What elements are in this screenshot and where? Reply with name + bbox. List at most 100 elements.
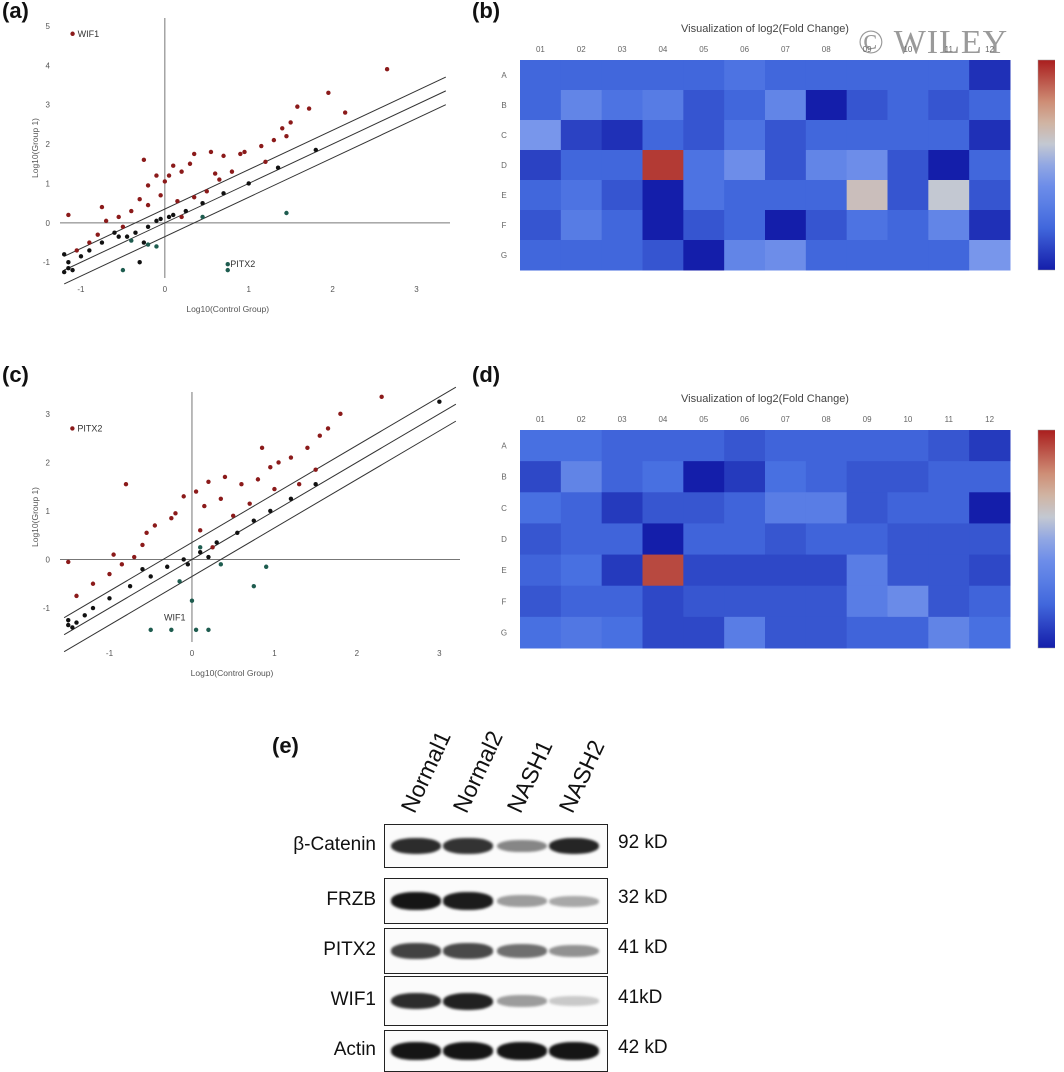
- data-point: [276, 460, 281, 465]
- row-label: C: [501, 504, 507, 513]
- heatmap-cell: [805, 616, 848, 649]
- data-point: [193, 627, 199, 633]
- data-point: [221, 153, 226, 159]
- data-point: [66, 622, 71, 628]
- protein-band: [497, 1042, 547, 1060]
- fold-change-line: [63, 403, 457, 636]
- heatmap-cell: [601, 523, 643, 556]
- column-label: 03: [618, 415, 627, 424]
- heatmap-cell: [969, 430, 1011, 462]
- data-point: [66, 212, 71, 218]
- data-point: [271, 137, 277, 143]
- heatmap-cell: [683, 210, 725, 241]
- data-point: [162, 179, 168, 184]
- data-point: [87, 248, 92, 253]
- heatmap-cell: [560, 616, 603, 649]
- data-point: [158, 193, 163, 198]
- heatmap-cell: [520, 492, 562, 524]
- lane-label: NASH2: [553, 736, 610, 817]
- panel-c-letter: (c): [2, 362, 29, 387]
- row-label: B: [501, 101, 506, 110]
- data-point: [204, 189, 209, 194]
- data-point: [247, 501, 252, 506]
- data-point: [133, 230, 138, 235]
- heatmap-cell: [520, 60, 562, 91]
- heatmap-cell: [846, 240, 888, 271]
- heatmap-cell: [520, 210, 562, 241]
- heatmap-cell: [969, 616, 1011, 649]
- data-point: [229, 169, 235, 174]
- y-tick-label: 2: [46, 140, 51, 149]
- data-point: [200, 200, 205, 206]
- heatmap-cell: [724, 430, 766, 462]
- heatmap-cell: [765, 180, 807, 211]
- heatmap-cell: [683, 523, 725, 556]
- blot-strip: [384, 928, 608, 974]
- data-point: [305, 445, 310, 451]
- protein-band: [443, 943, 493, 959]
- heatmap-cell: [928, 240, 970, 271]
- data-point: [74, 593, 79, 599]
- data-point: [140, 542, 145, 548]
- data-point: [222, 474, 228, 480]
- heatmap-cell: [683, 90, 725, 121]
- x-tick-label: -1: [77, 285, 85, 294]
- data-point: [61, 252, 67, 257]
- heatmap-cell: [805, 240, 848, 271]
- heatmap-cell: [969, 523, 1011, 556]
- column-label: 11: [945, 45, 954, 54]
- data-point: [169, 627, 174, 633]
- data-point: [306, 106, 312, 111]
- data-point: [175, 198, 180, 204]
- gene-annotation: WIF1: [164, 613, 186, 623]
- heatmap-cell: [560, 150, 603, 181]
- heatmap-cell: [601, 180, 643, 211]
- y-axis-label: Log10(Group 1): [30, 487, 40, 547]
- x-tick-label: 1: [272, 649, 277, 658]
- data-point: [288, 496, 294, 501]
- data-point: [82, 613, 87, 618]
- data-point: [66, 617, 71, 623]
- heatmap-cell: [765, 210, 807, 241]
- data-point: [179, 214, 184, 220]
- heatmap-cell: [520, 585, 562, 618]
- data-point: [206, 479, 211, 485]
- heatmap-cell: [969, 60, 1011, 91]
- data-point: [342, 110, 348, 115]
- heatmap-cell: [560, 585, 603, 618]
- heatmap-cell: [642, 492, 684, 524]
- heatmap-cell: [928, 616, 970, 649]
- heatmap-cell: [805, 430, 848, 462]
- data-point: [384, 67, 390, 72]
- heatmap-cell: [765, 492, 807, 524]
- data-point: [259, 445, 265, 451]
- heatmap-cell: [969, 120, 1011, 151]
- column-label: 02: [577, 45, 586, 54]
- data-point: [181, 557, 186, 562]
- heatmap-cell: [560, 60, 603, 91]
- row-label: B: [501, 473, 506, 482]
- heatmap-cell: [928, 90, 970, 121]
- lane-label: NASH1: [501, 736, 558, 817]
- y-axis-label: Log10(Group 1): [30, 118, 40, 178]
- protein-band: [497, 895, 547, 907]
- data-point: [202, 503, 207, 509]
- heatmap-cell: [846, 180, 888, 211]
- heatmap-cell: [683, 430, 725, 462]
- heatmap-cell: [846, 585, 888, 618]
- data-point: [379, 394, 384, 400]
- protein-band: [443, 837, 493, 855]
- row-label: A: [501, 442, 507, 451]
- data-point: [179, 169, 184, 174]
- heatmap-cell: [724, 210, 766, 241]
- data-point: [193, 489, 199, 494]
- row-label: C: [501, 131, 507, 140]
- heatmap-cell: [765, 554, 807, 587]
- data-point: [70, 267, 75, 273]
- data-point: [120, 224, 126, 229]
- data-point: [251, 518, 257, 523]
- heatmap-cell: [724, 240, 766, 271]
- protein-band: [549, 895, 599, 907]
- heatmap-b: Visualization of log2(Fold Change) 01 02 03…: [501, 23, 1055, 271]
- heatmap-cell: [560, 492, 603, 524]
